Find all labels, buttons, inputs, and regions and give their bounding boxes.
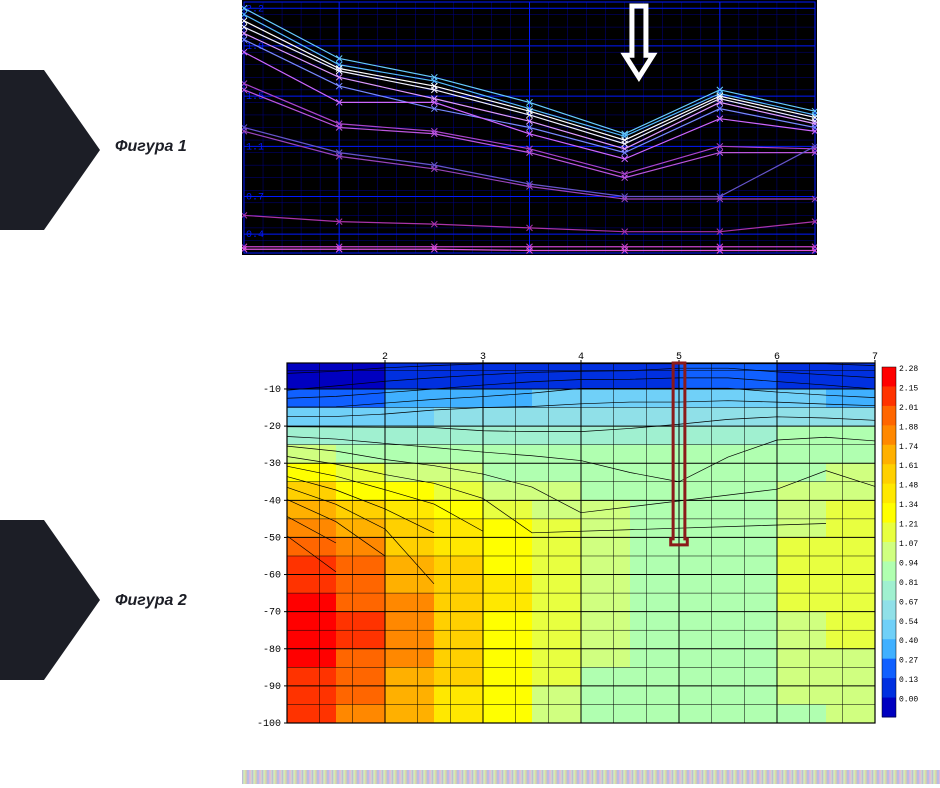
svg-text:0.7: 0.7 (246, 193, 264, 204)
svg-text:-40: -40 (263, 496, 281, 507)
svg-text:-50: -50 (263, 533, 281, 544)
svg-text:-90: -90 (263, 682, 281, 693)
svg-text:0.00: 0.00 (899, 696, 918, 705)
svg-text:2.28: 2.28 (899, 365, 918, 374)
svg-text:0.54: 0.54 (899, 618, 918, 627)
svg-text:-10: -10 (263, 385, 281, 396)
svg-text:1.61: 1.61 (899, 462, 918, 471)
label-fig2: Фигура 2 (115, 592, 187, 610)
svg-text:1.48: 1.48 (899, 482, 918, 491)
svg-text:0.67: 0.67 (899, 598, 918, 607)
line-chart-fig1: 2460.40.71.11.51.92.2 (242, 0, 817, 255)
svg-text:1.88: 1.88 (899, 423, 918, 432)
noise-footer-strip (242, 770, 940, 784)
svg-text:2.01: 2.01 (899, 404, 918, 413)
svg-text:-80: -80 (263, 645, 281, 656)
svg-text:0.81: 0.81 (899, 579, 918, 588)
svg-text:0.27: 0.27 (899, 657, 918, 666)
svg-text:-20: -20 (263, 422, 281, 433)
label-fig1: Фигура 1 (115, 138, 187, 156)
chevron-fig1 (0, 70, 100, 230)
svg-text:-30: -30 (263, 459, 281, 470)
svg-text:-70: -70 (263, 608, 281, 619)
svg-text:-100: -100 (257, 719, 281, 730)
svg-text:1.74: 1.74 (899, 443, 918, 452)
svg-text:0.40: 0.40 (899, 637, 918, 646)
svg-text:-60: -60 (263, 571, 281, 582)
svg-text:1.9: 1.9 (246, 42, 264, 53)
svg-text:0.94: 0.94 (899, 559, 918, 568)
svg-text:0.13: 0.13 (899, 676, 918, 685)
chevron-fig2 (0, 520, 100, 680)
contour-chart-fig2: 234567-10-20-30-40-50-60-70-80-90-1002.2… (242, 345, 940, 745)
svg-text:1.07: 1.07 (899, 540, 918, 549)
svg-text:1.34: 1.34 (899, 501, 918, 510)
svg-text:1.21: 1.21 (899, 521, 918, 530)
svg-text:0.4: 0.4 (246, 230, 264, 241)
svg-text:1.1: 1.1 (246, 142, 264, 153)
svg-text:2.15: 2.15 (899, 384, 918, 393)
